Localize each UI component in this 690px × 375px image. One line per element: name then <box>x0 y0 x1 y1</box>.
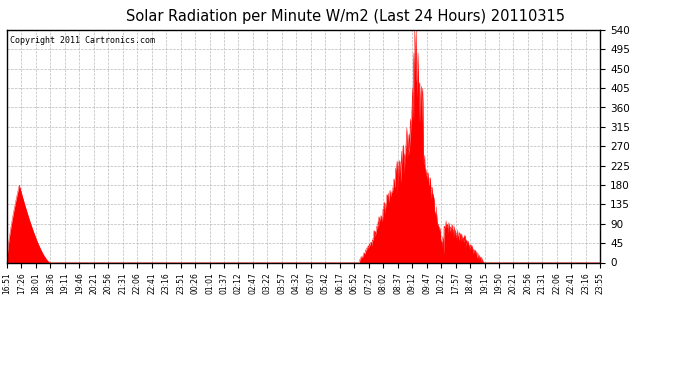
Text: Copyright 2011 Cartronics.com: Copyright 2011 Cartronics.com <box>10 36 155 45</box>
Text: Solar Radiation per Minute W/m2 (Last 24 Hours) 20110315: Solar Radiation per Minute W/m2 (Last 24… <box>126 9 564 24</box>
